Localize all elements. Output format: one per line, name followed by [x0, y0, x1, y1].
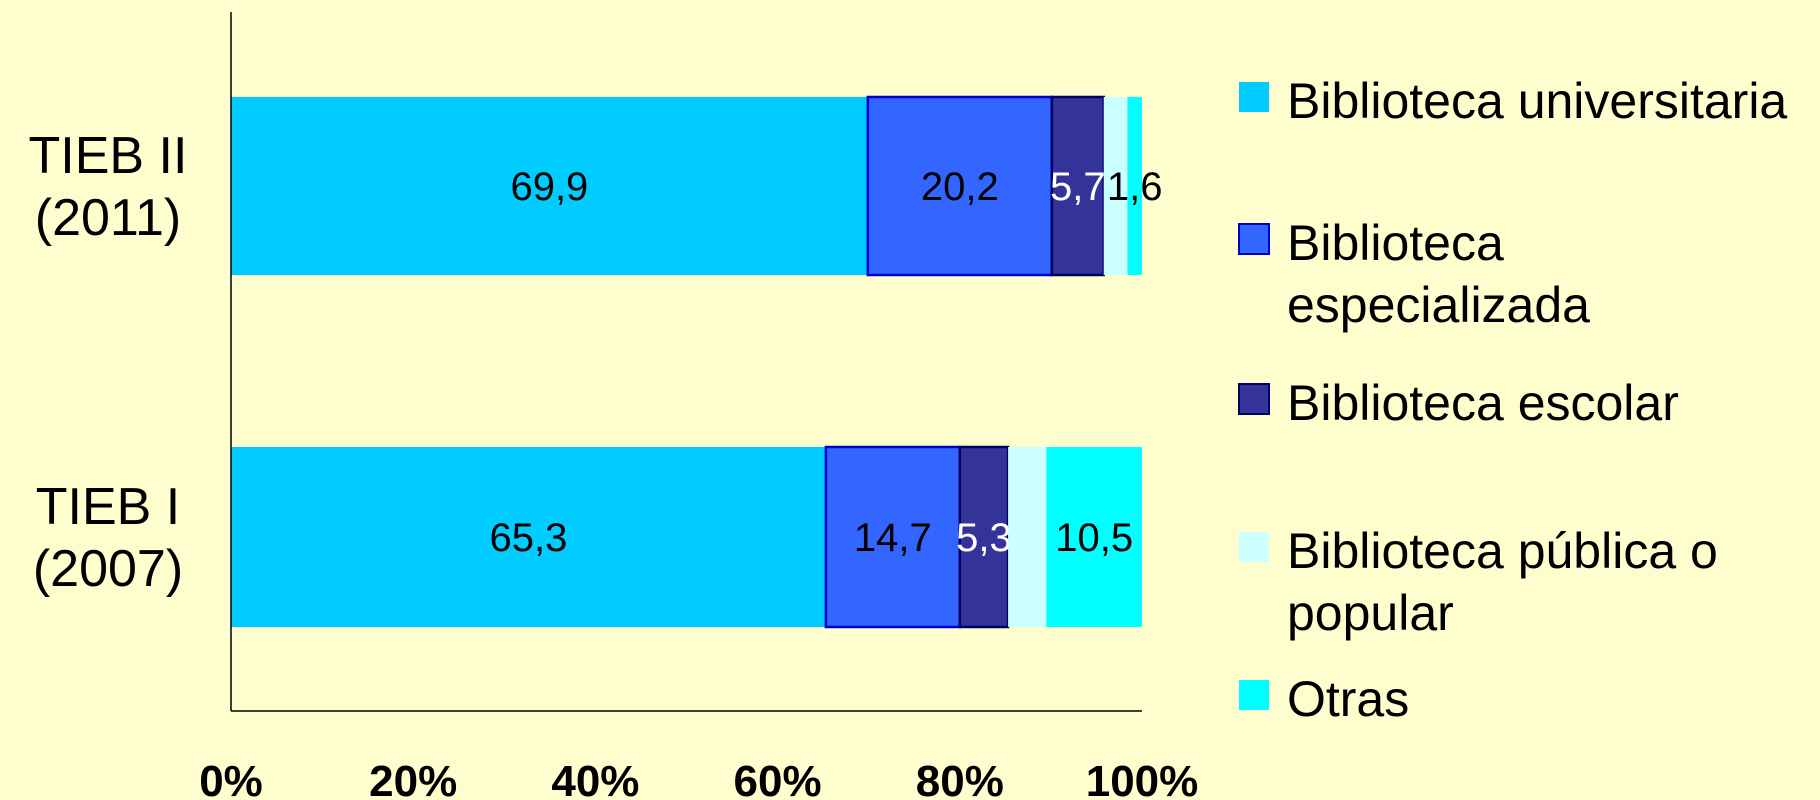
data-label-biblioteca-especializada-tieb-i-2007: 14,7	[854, 516, 932, 560]
legend-label-otras: Otras	[1287, 671, 1409, 727]
x-tick-80-pct: 80%	[916, 757, 1004, 800]
data-label-biblioteca-especializada-tieb-ii-2011: 20,2	[921, 165, 999, 209]
legend-swatch-biblioteca-publica-o-popular	[1239, 532, 1269, 562]
x-tick-0-pct: 0%	[199, 757, 263, 800]
axes-group	[230, 12, 1142, 712]
bar-otras-tieb-ii-2011	[1127, 97, 1142, 275]
data-label-biblioteca-escolar-tieb-ii-2011: 5,7	[1050, 165, 1106, 209]
x-tick-100-pct: 100%	[1086, 757, 1199, 800]
x-tick-40-pct: 40%	[551, 757, 639, 800]
bar-biblioteca-escolar-tieb-i-2007	[958, 445, 1010, 629]
legend-label-biblioteca-escolar: Biblioteca escolar	[1287, 375, 1679, 431]
bar-biblioteca-universitaria-tieb-ii-2011	[231, 97, 868, 275]
legend: Biblioteca universitaria Biblioteca especi…	[1238, 73, 1787, 727]
bar-biblioteca-especializada-tieb-i-2007	[824, 445, 962, 629]
bar-biblioteca-universitaria-tieb-i-2007	[231, 447, 826, 627]
bars-group: 69,9 20,2 5,7 1,6 65,3 14,7 5,3 10,5	[231, 95, 1163, 629]
bar-biblioteca-publica-o-popular-tieb-ii-2011	[1103, 97, 1128, 275]
x-tick-labels: 0% 20% 40% 60% 80% 100%	[199, 757, 1198, 800]
data-label-otras-tieb-ii-2011: 1,6	[1107, 165, 1163, 209]
x-tick-20-pct: 20%	[369, 757, 457, 800]
category-label-tieb-ii-2011: TIEB II (2011)	[29, 127, 188, 247]
bar-biblioteca-publica-o-popular-tieb-i-2007	[1008, 447, 1047, 627]
legend-swatch-biblioteca-universitaria	[1239, 82, 1269, 112]
category-labels: TIEB II (2011) TIEB I (2007)	[29, 127, 188, 598]
bar-otras-tieb-i-2007	[1046, 447, 1142, 627]
legend-swatch-biblioteca-escolar	[1238, 383, 1270, 415]
x-tick-60-pct: 60%	[734, 757, 822, 800]
data-label-biblioteca-universitaria-tieb-i-2007: 65,3	[490, 516, 568, 560]
data-label-otras-tieb-i-2007: 10,5	[1055, 516, 1133, 560]
legend-swatch-otras	[1239, 680, 1269, 710]
legend-swatch-biblioteca-especializada	[1238, 223, 1270, 255]
data-label-biblioteca-escolar-tieb-i-2007: 5,3	[956, 516, 1012, 560]
legend-label-biblioteca-publica-o-popular: Biblioteca pública o popular	[1287, 523, 1718, 641]
data-label-biblioteca-universitaria-tieb-ii-2011: 69,9	[510, 165, 588, 209]
bar-biblioteca-especializada-tieb-ii-2011	[866, 95, 1054, 277]
category-label-tieb-i-2007: TIEB I (2007)	[33, 478, 183, 598]
bar-biblioteca-escolar-tieb-ii-2011	[1050, 95, 1105, 277]
legend-label-biblioteca-universitaria: Biblioteca universitaria	[1287, 73, 1787, 129]
legend-label-biblioteca-especializada: Biblioteca especializada	[1287, 215, 1590, 333]
